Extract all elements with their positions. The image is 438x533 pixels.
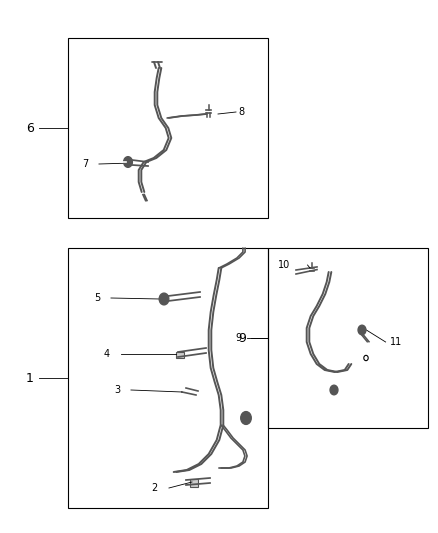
Text: 3: 3: [114, 385, 120, 395]
Text: 1: 1: [26, 372, 34, 384]
Text: 11: 11: [390, 337, 402, 347]
Text: 9: 9: [238, 332, 246, 344]
Circle shape: [159, 293, 169, 305]
Text: 8: 8: [238, 107, 244, 117]
Circle shape: [358, 325, 366, 335]
Bar: [68, 38, 268, 218]
Text: 10: 10: [278, 260, 290, 270]
Text: 7: 7: [82, 159, 88, 169]
Text: 5: 5: [94, 293, 100, 303]
Text: 2: 2: [152, 483, 158, 493]
Bar: [268, 248, 428, 428]
Text: 9: 9: [236, 333, 242, 343]
Text: 6: 6: [26, 122, 34, 134]
Bar: [68, 248, 268, 508]
FancyBboxPatch shape: [177, 352, 184, 358]
Circle shape: [241, 411, 251, 424]
Circle shape: [330, 385, 338, 395]
FancyBboxPatch shape: [190, 479, 198, 487]
Circle shape: [124, 157, 132, 167]
Text: 4: 4: [104, 349, 110, 359]
